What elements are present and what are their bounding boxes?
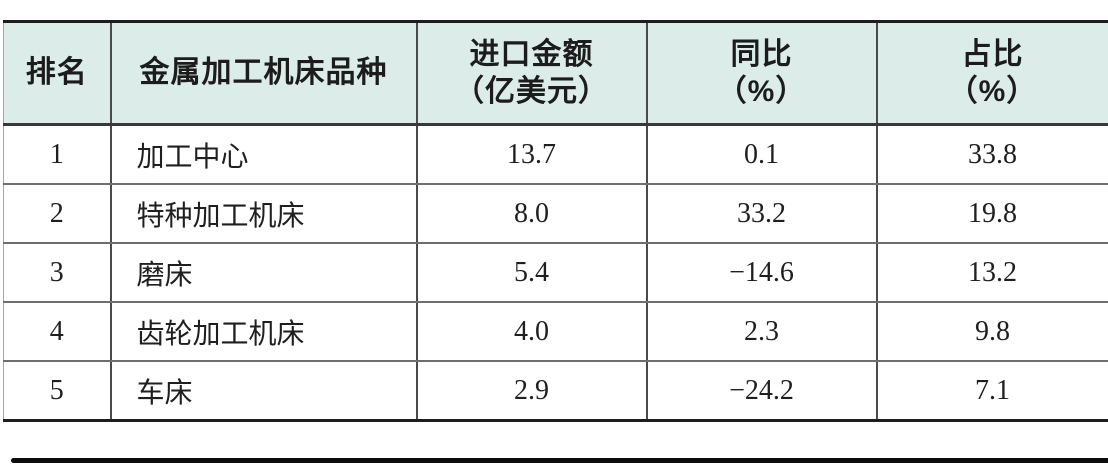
header-unit-share: （%） (947, 75, 1038, 108)
table-row: 5 车床 2.9 −24.2 7.1 (3, 361, 1108, 421)
cell-rank: 1 (3, 124, 112, 185)
cell-share: 9.8 (876, 302, 1108, 362)
header-label-share: 占比 (961, 37, 1024, 71)
machine-tool-import-table: 排名 金属加工机床品种 进口金额 （亿美元） 同比 （%） 占比 （%） (3, 20, 1108, 422)
cell-rank: 3 (3, 243, 112, 303)
header-cell-import-amount: 进口金额 （亿美元） (416, 21, 648, 126)
table-row: 3 磨床 5.4 −14.6 13.2 (3, 243, 1108, 303)
table-row: 2 特种加工机床 8.0 33.2 19.8 (3, 184, 1108, 244)
cell-yoy: 0.1 (646, 124, 878, 185)
cell-category: 齿轮加工机床 (110, 302, 418, 362)
cell-share: 7.1 (975, 374, 1010, 406)
cell-category: 加工中心 (110, 124, 418, 185)
header-row: 排名 金属加工机床品种 进口金额 （亿美元） 同比 （%） 占比 （%） (3, 21, 1108, 126)
cell-yoy: −24.2 (646, 361, 878, 421)
header-label-category: 金属加工机床品种 (139, 56, 388, 90)
table-row: 1 加工中心 13.7 0.1 33.8 (3, 124, 1108, 185)
header-unit-import-amount: （亿美元） (454, 75, 609, 108)
cell-yoy: 2.3 (646, 302, 878, 362)
header-cell-category: 金属加工机床品种 (110, 21, 418, 126)
cell-share: 33.8 (876, 124, 1108, 185)
header-cell-rank: 排名 (3, 21, 112, 126)
header-cell-yoy: 同比 （%） (646, 21, 878, 126)
cell-category: 车床 (110, 361, 418, 421)
cell-amount: 5.4 (416, 243, 648, 303)
header-label-rank: 排名 (25, 56, 88, 90)
cell-category: 磨床 (110, 243, 418, 303)
cell-amount: 4.0 (416, 302, 648, 362)
cell-amount: 8.0 (416, 184, 648, 244)
table-row: 4 齿轮加工机床 4.0 2.3 9.8 (3, 302, 1108, 362)
cell-amount: 2.9 (416, 361, 648, 421)
header-label-import-amount: 进口金额 (469, 37, 594, 71)
cell-amount: 13.7 (416, 124, 648, 185)
cell-share: 13.2 (876, 243, 1108, 303)
card-bottom-edge (11, 458, 1108, 463)
cell-yoy: 33.2 (646, 184, 878, 244)
cell-yoy: −14.6 (646, 243, 878, 303)
header-unit-yoy: （%） (716, 75, 807, 108)
cell-rank: 2 (3, 184, 112, 244)
cell-share: 19.8 (876, 184, 1108, 244)
cell-rank: 5 (3, 361, 112, 421)
cell-rank: 4 (3, 302, 112, 362)
cell-category: 特种加工机床 (110, 184, 418, 244)
header-label-yoy: 同比 (730, 37, 793, 71)
header-cell-share: 占比 （%） (876, 21, 1108, 126)
